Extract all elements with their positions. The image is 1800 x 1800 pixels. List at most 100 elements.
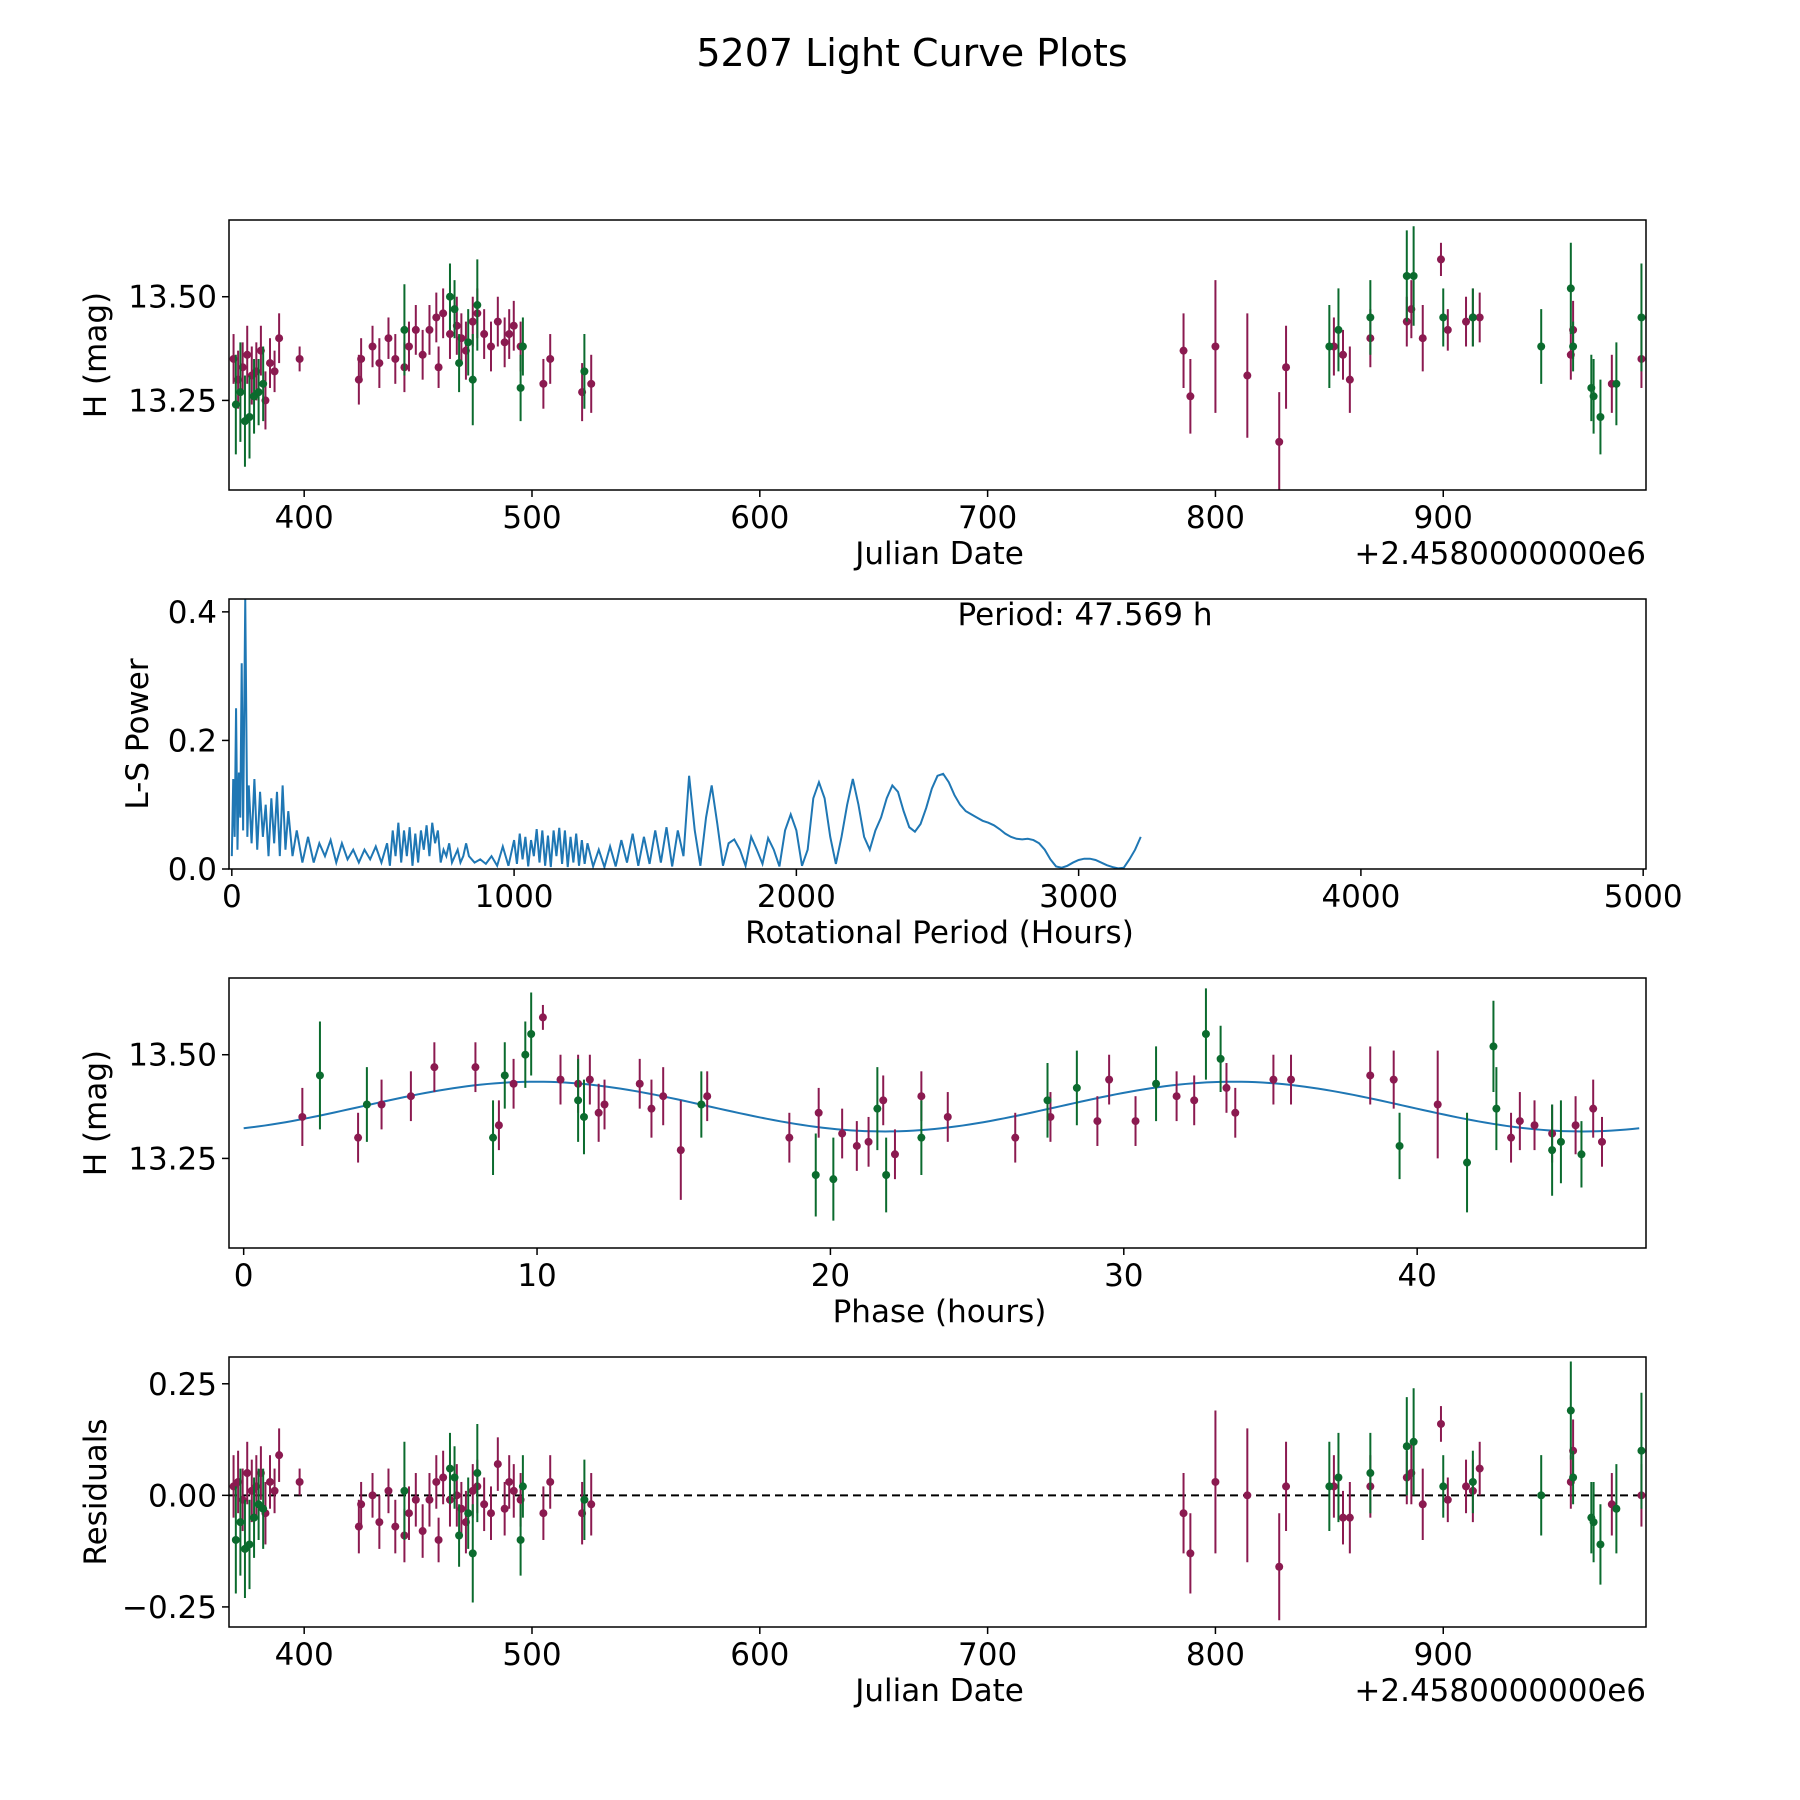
residuals-panel: 400 500 600 700 800 900 −0.25 0.00 0.25 Julian Da… (78, 1356, 1647, 1709)
lightcurve-series_b-point-25 (1566, 284, 1575, 293)
residuals-series_a-point-37 (509, 1486, 518, 1495)
lightcurve-series_b (231, 226, 1646, 467)
phased-series_b (315, 988, 1586, 1221)
residuals-series_b-point-14 (516, 1535, 525, 1544)
lightcurve-series_b-point-16 (580, 367, 589, 376)
lightcurve-series_b-point-7 (400, 325, 409, 334)
phased-xtick-label-1: 10 (517, 1258, 556, 1294)
lightcurve-series_b-point-19 (1366, 313, 1375, 322)
residuals-series_b-point-22 (1439, 1482, 1448, 1491)
phased-series_a-point-30 (1093, 1117, 1102, 1126)
phased-panel: 0 10 20 30 40 13.25 13.50 Phase (hours) H (mag) (78, 977, 1647, 1330)
residuals-series_b-point-18 (1334, 1473, 1343, 1482)
residuals-series_b (231, 1361, 1646, 1603)
phased-series_b-point-6 (574, 1096, 583, 1105)
residuals-series_a-point-3 (243, 1469, 252, 1478)
residuals-ytick-label-1: 0.00 (148, 1478, 217, 1514)
phased-series_a-point-26 (917, 1092, 926, 1101)
lightcurve-series_b-point-23 (1468, 313, 1477, 322)
lightcurve-series_a-point-43 (1179, 346, 1188, 355)
lightcurve-series_b-point-31 (1637, 313, 1646, 322)
lightcurve-series_a-point-13 (357, 354, 366, 363)
periodogram-ylabel: L-S Power (120, 658, 156, 809)
lightcurve-series_a-point-47 (1275, 437, 1284, 446)
phased-series_b-point-3 (500, 1071, 509, 1080)
phased-series_a-point-42 (1507, 1133, 1516, 1142)
phased-series_a-point-38 (1287, 1075, 1296, 1084)
residuals-series_b-point-12 (468, 1549, 477, 1558)
periodogram-axes-frame (228, 598, 1647, 870)
periodogram-xtick-label-1: 1000 (475, 879, 554, 915)
lightcurve-series_b-point-28 (1589, 392, 1598, 401)
phased-series_a-point-41 (1433, 1100, 1442, 1109)
lightcurve-axes-frame (228, 219, 1647, 491)
residuals-xtick-label-0: 400 (275, 1637, 334, 1673)
phased-series_a-point-17 (676, 1146, 685, 1155)
lightcurve-series_b-point-15 (518, 342, 527, 351)
phased-series_b-point-23 (1548, 1146, 1557, 1155)
lightcurve-series_b-point-13 (473, 301, 482, 310)
figure-title: 5207 Light Curve Plots (696, 31, 1127, 75)
phased-xtick-label-3: 30 (1104, 1258, 1143, 1294)
residuals-series_a-point-20 (411, 1495, 420, 1504)
phased-series_a-point-5 (471, 1063, 480, 1072)
residuals-series_b-point-28 (1589, 1518, 1598, 1527)
residuals-xtick-label-4: 800 (1186, 1637, 1245, 1673)
residuals-series_b-point-7 (400, 1486, 409, 1495)
lightcurve-series_a-point-25 (439, 309, 448, 318)
lightcurve-series_a-point-57 (1443, 325, 1452, 334)
periodogram-xtick-label-5: 5000 (1604, 879, 1683, 915)
lightcurve-xtick-label-5: 900 (1414, 500, 1473, 536)
phased-series_b-point-4 (521, 1050, 530, 1059)
phased-series_b-point-18 (1216, 1054, 1225, 1063)
phased-series_b-point-19 (1395, 1141, 1404, 1150)
phased-series_b-point-11 (873, 1104, 882, 1113)
phased-series_a-point-39 (1366, 1071, 1375, 1080)
lightcurve-series_b-point-0 (231, 400, 240, 409)
lightcurve-series_a-point-24 (434, 363, 443, 372)
phased-series_b-point-1 (362, 1100, 371, 1109)
residuals-series_b-point-0 (231, 1535, 240, 1544)
residuals-series_a-point-32 (480, 1500, 489, 1509)
lightcurve-xtick-label-4: 800 (1186, 500, 1245, 536)
lightcurve-series_a-point-36 (505, 330, 514, 339)
phased-series_a-point-8 (538, 1013, 547, 1022)
lightcurve-series_b-point-6 (259, 379, 268, 388)
lightcurve-series_b-point-30 (1612, 379, 1621, 388)
residuals-series_b-point-17 (1325, 1482, 1334, 1491)
lightcurve-series_a-point-58 (1462, 317, 1471, 326)
phased-series_a (298, 1004, 1606, 1200)
periodogram-ytick-label-1: 0.2 (168, 723, 217, 759)
phased-series_b-point-22 (1492, 1104, 1501, 1113)
lightcurve-ytick-label-0: 13.25 (128, 383, 217, 419)
residuals-series_b-point-15 (518, 1482, 527, 1491)
phased-series_b-point-5 (527, 1029, 536, 1038)
residuals-xtick-label-2: 600 (730, 1637, 789, 1673)
lightcurve-series_a-point-55 (1418, 334, 1427, 343)
lightcurve-series_b-point-18 (1334, 325, 1343, 334)
phased-series_a-point-32 (1131, 1117, 1140, 1126)
residuals-xoffset-label: +2.4580000000e6 (1354, 1673, 1646, 1709)
residuals-series_a-point-24 (434, 1535, 443, 1544)
residuals-series_a-point-36 (505, 1477, 514, 1486)
residuals-series_b-point-29 (1596, 1540, 1605, 1549)
lightcurve-series_b-point-22 (1439, 313, 1448, 322)
phased-ytick-label-1: 13.50 (128, 1038, 217, 1074)
lightcurve-series_a-point-39 (539, 379, 548, 388)
residuals-series_a-point-13 (357, 1500, 366, 1509)
residuals-series_a-point-44 (1186, 1549, 1195, 1558)
residuals-series_a-point-15 (375, 1518, 384, 1527)
residuals-series_a-point-40 (546, 1477, 555, 1486)
periodogram-annotation: Period: 47.569 h (958, 597, 1213, 633)
lightcurve-series_b-point-1 (236, 388, 245, 397)
phased-xtick-label-4: 40 (1397, 1258, 1436, 1294)
residuals-xtick-label-3: 700 (958, 1637, 1017, 1673)
phased-series_a-point-6 (494, 1121, 503, 1130)
residuals-series_b-point-30 (1612, 1504, 1621, 1513)
residuals-series_a-point-23 (432, 1477, 441, 1486)
phased-series_a-point-12 (594, 1108, 603, 1117)
lightcurve-series_a-point-11 (295, 354, 304, 363)
periodogram-xtick-label-0: 0 (222, 879, 242, 915)
residuals-series_b-point-19 (1366, 1469, 1375, 1478)
lightcurve-series_b-point-21 (1409, 271, 1418, 280)
